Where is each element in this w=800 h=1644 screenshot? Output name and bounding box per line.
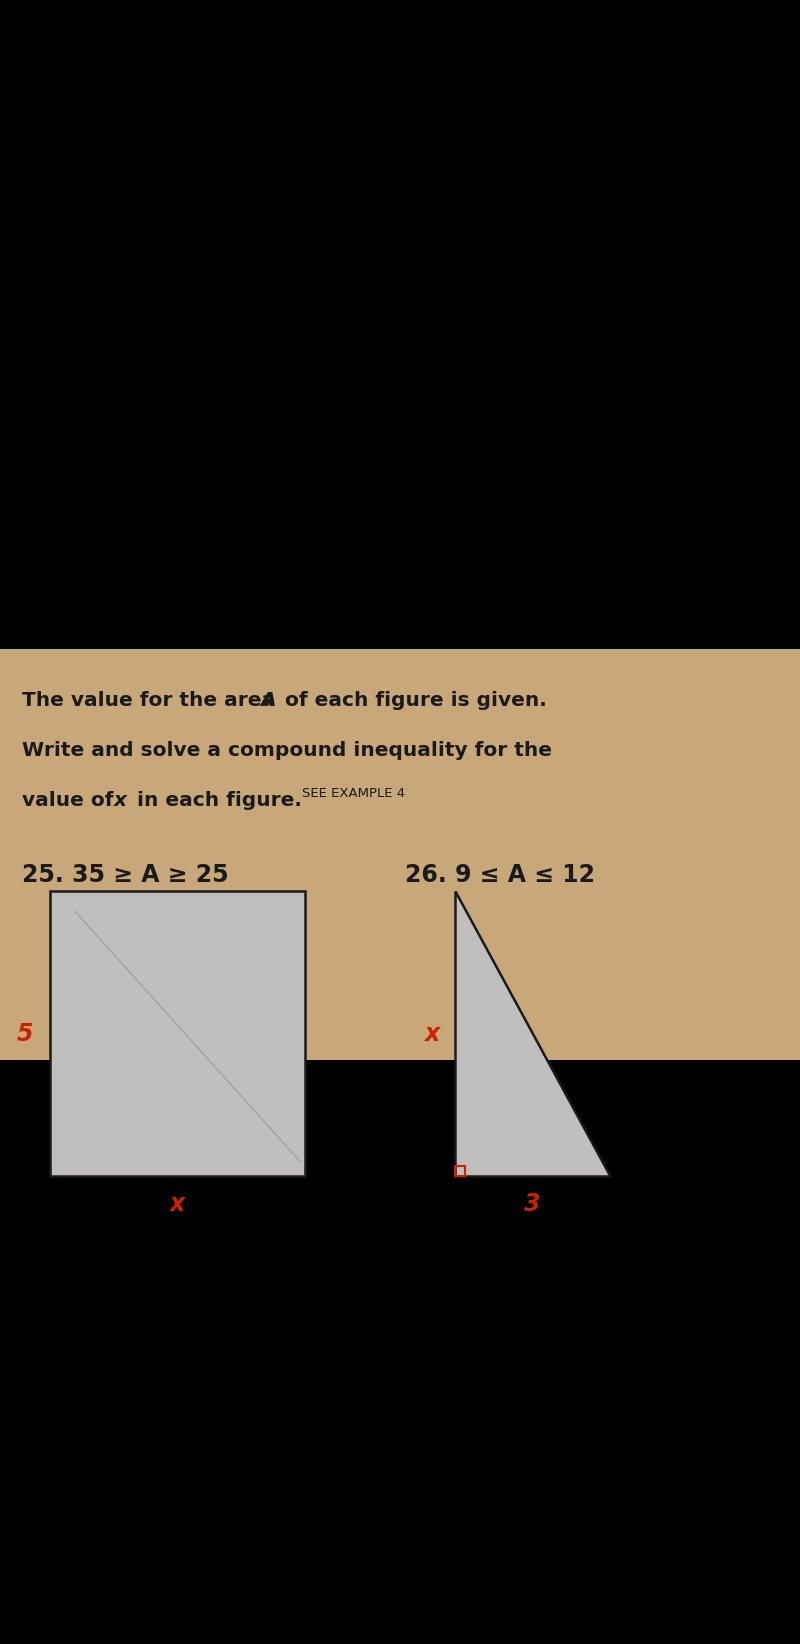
Text: in each figure.: in each figure. (130, 791, 302, 810)
Bar (50, 891, 305, 1177)
Text: 5: 5 (17, 1023, 34, 1046)
Text: Write and solve a compound inequality for the: Write and solve a compound inequality fo… (22, 741, 552, 761)
Bar (0, 649, 800, 1060)
Text: 3: 3 (524, 1192, 541, 1217)
Text: 25. 35 ≥ A ≥ 25: 25. 35 ≥ A ≥ 25 (22, 863, 229, 888)
Text: value of: value of (22, 791, 121, 810)
Text: x: x (170, 1192, 185, 1217)
Text: x: x (114, 791, 127, 810)
Bar (0, 0, 800, 649)
Bar (455, 1166, 465, 1177)
Text: 26. 9 ≤ A ≤ 12: 26. 9 ≤ A ≤ 12 (405, 863, 595, 888)
Text: x: x (426, 1023, 441, 1046)
Text: SEE EXAMPLE 4: SEE EXAMPLE 4 (302, 787, 405, 801)
Bar (0, 1060, 800, 1644)
Text: A: A (260, 692, 276, 710)
Polygon shape (455, 891, 610, 1177)
Text: The value for the area: The value for the area (22, 692, 282, 710)
Text: of each figure is given.: of each figure is given. (278, 692, 546, 710)
